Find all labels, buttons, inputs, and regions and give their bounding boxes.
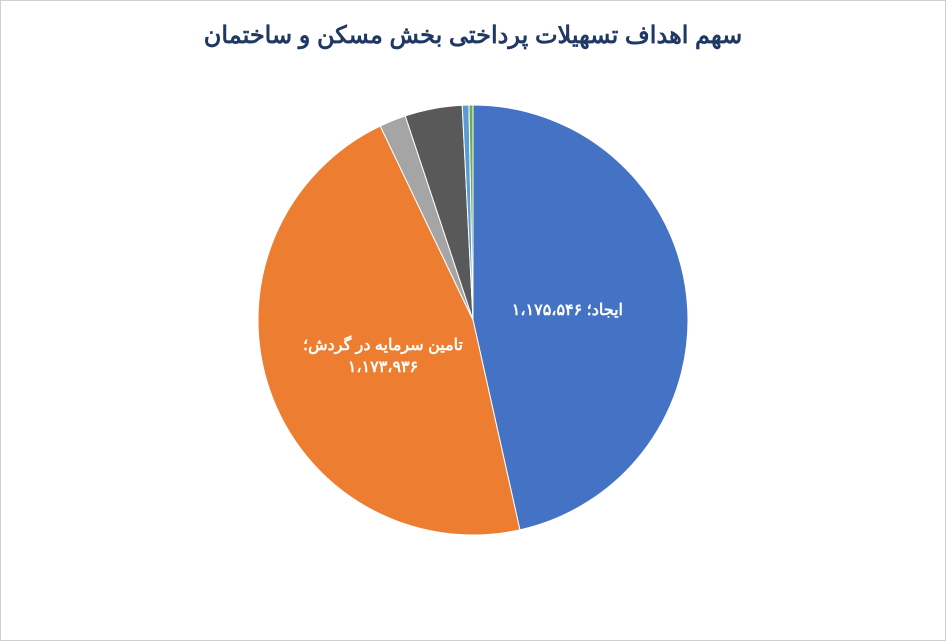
pie-svg [253, 100, 693, 540]
chart-container: سهم اهداف تسهیلات پرداختی بخش مسکن و ساخ… [1, 1, 945, 640]
chart-title: سهم اهداف تسهیلات پرداختی بخش مسکن و ساخ… [204, 21, 742, 50]
pie-chart: ایجاد؛ ۱،۱۷۵،۵۴۶ تامین سرمایه در گردش؛ ۱… [253, 100, 693, 540]
